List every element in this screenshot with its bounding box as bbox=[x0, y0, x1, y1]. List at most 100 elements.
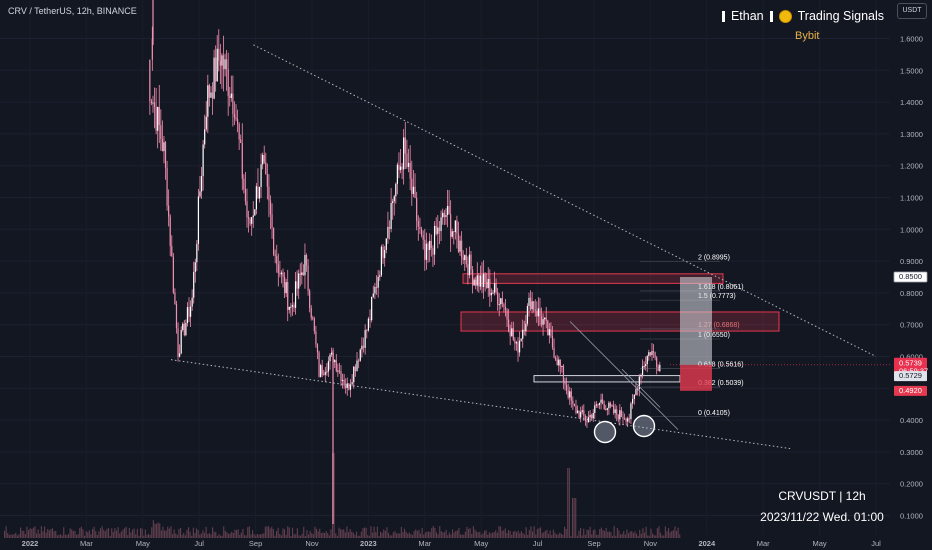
volume-bar bbox=[495, 530, 497, 538]
volume-bar bbox=[394, 530, 396, 538]
candle-body bbox=[594, 405, 596, 413]
volume-bar bbox=[405, 531, 407, 538]
resistance-zone[interactable] bbox=[462, 273, 724, 284]
volume-bar bbox=[82, 529, 84, 538]
trendline[interactable] bbox=[253, 44, 877, 357]
volume-bar bbox=[572, 498, 574, 538]
volume-bar bbox=[512, 531, 514, 538]
trendline[interactable] bbox=[170, 359, 792, 450]
volume-bar bbox=[351, 531, 353, 538]
volume-bar bbox=[504, 528, 506, 538]
volume-bar bbox=[426, 531, 428, 538]
volume-bar bbox=[567, 468, 569, 538]
currency-unit-button[interactable]: USDT bbox=[897, 3, 927, 19]
target-box[interactable] bbox=[680, 277, 712, 366]
volume-bar bbox=[511, 534, 513, 538]
volume-bar bbox=[362, 528, 364, 538]
volume-bar bbox=[156, 523, 158, 538]
volume-bar bbox=[576, 535, 578, 538]
volume-bar bbox=[256, 533, 258, 538]
volume-bar bbox=[413, 531, 415, 538]
volume-bar bbox=[298, 535, 300, 538]
volume-bar bbox=[28, 530, 30, 538]
candle-body bbox=[547, 320, 549, 336]
volume-bar bbox=[421, 527, 423, 538]
y-tick-label: 1.1000 bbox=[900, 194, 923, 203]
volume-bar bbox=[471, 533, 473, 538]
volume-bar bbox=[210, 534, 212, 538]
candle-body bbox=[233, 114, 236, 118]
candle-body bbox=[520, 338, 522, 341]
volume-bar bbox=[16, 535, 18, 538]
fib-label: 1.618 (0.8061) bbox=[698, 284, 744, 291]
trendline[interactable] bbox=[621, 368, 661, 408]
candle-body bbox=[608, 402, 610, 409]
volume-bar bbox=[418, 529, 420, 538]
candle-body bbox=[493, 283, 496, 293]
volume-bar bbox=[671, 531, 673, 538]
candle-body bbox=[424, 239, 426, 260]
candle-body bbox=[243, 178, 245, 190]
y-tick-label: 1.2000 bbox=[900, 162, 923, 171]
volume-bar bbox=[349, 529, 351, 538]
candle-body bbox=[316, 344, 319, 353]
volume-bar bbox=[472, 526, 474, 538]
volume-bar bbox=[296, 528, 298, 538]
candle-body bbox=[302, 272, 304, 276]
symbol-title[interactable]: CRV / TetherUS, 12h, BINANCE bbox=[8, 6, 137, 16]
volume-bar bbox=[546, 530, 548, 538]
candle-body bbox=[651, 351, 653, 356]
stop-box[interactable] bbox=[680, 365, 712, 391]
trendline[interactable] bbox=[569, 321, 679, 430]
candle-body bbox=[375, 286, 378, 288]
volume-bar bbox=[197, 530, 199, 538]
volume-bar bbox=[668, 528, 670, 538]
volume-bar bbox=[517, 530, 519, 538]
volume-bar bbox=[80, 526, 82, 538]
volume-bar bbox=[45, 532, 47, 538]
pivot-circle[interactable] bbox=[632, 414, 656, 438]
volume-bar bbox=[304, 535, 306, 538]
y-tick-label: 1.0000 bbox=[900, 225, 923, 234]
volume-bar bbox=[309, 531, 311, 538]
candle-body bbox=[401, 166, 403, 170]
coin-icon bbox=[778, 9, 792, 23]
volume-bar bbox=[527, 534, 529, 538]
volume-bar bbox=[250, 534, 252, 538]
y-axis: 1.6000 1.5000 1.4000 1.3000 1.2000 1.1000 1.00… bbox=[900, 35, 923, 521]
pivot-circle[interactable] bbox=[593, 420, 617, 444]
volume-bar bbox=[228, 533, 230, 538]
volume-bar bbox=[5, 526, 7, 538]
volume-bar bbox=[479, 531, 481, 538]
candle-body bbox=[257, 186, 259, 199]
volume-bar bbox=[594, 529, 596, 538]
volume-bar bbox=[528, 530, 530, 538]
volume-bar bbox=[583, 528, 585, 538]
volume-bar bbox=[514, 530, 516, 538]
candle-body bbox=[482, 273, 485, 287]
volume-bar bbox=[408, 532, 410, 538]
candle-body bbox=[395, 183, 397, 197]
candle-body bbox=[168, 205, 170, 217]
candle-body bbox=[522, 329, 524, 339]
volume-bar bbox=[248, 526, 250, 538]
candle-body bbox=[194, 262, 196, 272]
volume-bar bbox=[164, 530, 166, 538]
candle-body bbox=[492, 292, 494, 294]
volume-bar bbox=[536, 529, 538, 538]
volume-bar bbox=[271, 526, 273, 538]
support-zone[interactable] bbox=[533, 375, 681, 383]
candle-body bbox=[327, 361, 330, 372]
candle-body bbox=[555, 357, 557, 360]
volume-bar bbox=[226, 532, 228, 538]
volume-bar bbox=[591, 534, 593, 538]
volume-bars bbox=[4, 453, 681, 538]
volume-bar bbox=[359, 535, 361, 538]
volume-bar bbox=[39, 533, 41, 538]
annotations bbox=[593, 277, 890, 444]
candle-body bbox=[236, 119, 239, 125]
candle-body bbox=[565, 384, 568, 391]
volume-bar bbox=[13, 534, 15, 538]
volume-bar bbox=[269, 528, 271, 538]
